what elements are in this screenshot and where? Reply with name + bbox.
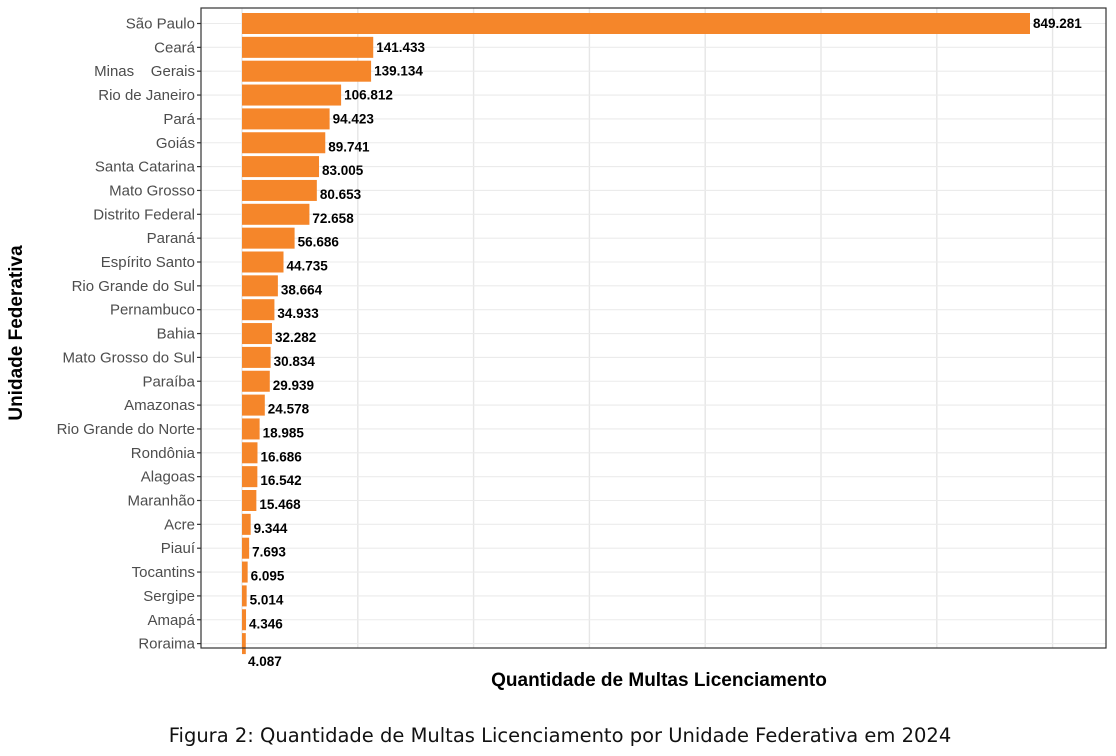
- bar-value-label: 15.468: [259, 497, 301, 512]
- y-tick-label: Piauí: [161, 540, 196, 557]
- y-tick-label: Amazonas: [124, 397, 195, 414]
- figure-caption: Figura 2: Quantidade de Multas Licenciam…: [169, 724, 952, 747]
- y-tick-label: Acre: [164, 516, 195, 533]
- bar: [242, 36, 374, 58]
- bar-value-label: 16.686: [260, 449, 302, 464]
- plot-panel-border: [200, 7, 1107, 649]
- bar: [242, 108, 330, 130]
- bar-value-label: 38.664: [281, 282, 323, 297]
- bar-value-label: 4.087: [248, 654, 282, 669]
- y-tick-label: Rondônia: [131, 445, 196, 462]
- bar-value-label: 56.686: [298, 235, 340, 250]
- y-tick-label: Rio de Janeiro: [98, 87, 195, 104]
- y-tick-label: Bahia: [157, 326, 196, 343]
- bar-value-labels: 849.281 141.433 139.134 106.812 94.423 89.741…: [248, 16, 1082, 669]
- y-tick-label: Sergipe: [143, 588, 195, 605]
- bar-value-label: 139.134: [374, 64, 423, 79]
- bar: [242, 394, 265, 416]
- y-tick-label: Paraná: [147, 230, 196, 247]
- bar: [242, 442, 258, 464]
- bar-value-label: 4.346: [249, 616, 283, 631]
- bar-value-label: 44.735: [287, 259, 329, 274]
- y-tick-label: Alagoas: [141, 469, 195, 486]
- bar: [242, 203, 310, 225]
- bar: [242, 275, 278, 297]
- bar-value-label: 80.653: [320, 187, 362, 202]
- bar-value-label: 32.282: [275, 330, 316, 345]
- y-tick-label: Santa Catarina: [95, 159, 196, 176]
- y-tick-label: Mato Grosso do Sul: [62, 349, 195, 366]
- bar-value-label: 141.433: [376, 40, 425, 55]
- bar: [242, 60, 372, 82]
- bar: [242, 227, 295, 249]
- bar-value-label: 9.344: [254, 521, 288, 536]
- bar: [242, 299, 275, 321]
- y-tick-label: Tocantins: [132, 564, 195, 581]
- bar-value-label: 16.542: [260, 473, 301, 488]
- bar: [242, 537, 250, 559]
- bar: [242, 513, 251, 535]
- bar: [242, 609, 247, 631]
- bar: [242, 251, 284, 273]
- y-tick-label: Ceará: [154, 39, 196, 56]
- bar: [242, 490, 257, 511]
- bar: [242, 132, 326, 154]
- bar-value-label: 94.423: [333, 111, 375, 126]
- grid-lines: [201, 8, 1106, 648]
- bar-value-label: 5.014: [250, 592, 284, 607]
- y-axis-title: Unidade Federativa: [6, 245, 27, 421]
- y-tick-label: Rio Grande do Sul: [72, 278, 195, 295]
- bar: [242, 346, 271, 368]
- bar: [242, 84, 342, 106]
- bar-value-label: 7.693: [252, 545, 286, 560]
- y-tick-label: Goiás: [156, 135, 195, 152]
- bar: [242, 633, 246, 655]
- y-tick-label: Pará: [163, 111, 195, 128]
- bar-value-label: 6.095: [251, 569, 285, 584]
- y-tick-label: Amapá: [147, 612, 195, 629]
- bar: [242, 561, 248, 583]
- bar-value-label: 18.985: [263, 425, 305, 440]
- y-tick-label: Distrito Federal: [93, 206, 195, 223]
- bar-value-label: 30.834: [274, 354, 316, 369]
- y-tick-label: Pernambuco: [110, 302, 195, 319]
- y-tick-label: São Paulo: [126, 16, 195, 33]
- bar-value-label: 849.281: [1033, 16, 1082, 31]
- bar: [242, 418, 260, 440]
- bar-value-label: 72.658: [312, 211, 354, 226]
- y-tick-label: Minas Gerais: [94, 63, 195, 80]
- y-tick-label: Rio Grande do Norte: [57, 421, 195, 438]
- bar: [242, 179, 317, 201]
- bars: [242, 13, 1030, 655]
- y-tick-label: Roraima: [138, 636, 195, 653]
- bar-value-label: 83.005: [322, 163, 364, 178]
- bar-value-label: 34.933: [277, 306, 319, 321]
- bar-value-label: 89.741: [328, 139, 370, 154]
- bar: [242, 370, 270, 392]
- bar-value-label: 24.578: [268, 402, 310, 417]
- x-axis-title: Quantidade de Multas Licenciamento: [491, 670, 827, 691]
- bar: [242, 156, 320, 178]
- y-tick-label: Espírito Santo: [101, 254, 195, 271]
- y-axis-ticks: [197, 22, 201, 645]
- y-axis-tick-labels: São Paulo Ceará Minas Gerais Rio de Janeiro…: [57, 16, 196, 653]
- bar-value-label: 29.939: [273, 378, 314, 393]
- y-tick-label: Paraíba: [142, 373, 195, 390]
- bar: [242, 13, 1030, 34]
- y-tick-label: Mato Grosso: [109, 182, 195, 199]
- bar: [242, 466, 258, 488]
- bar: [242, 323, 272, 345]
- bar-value-label: 106.812: [344, 88, 393, 103]
- y-tick-label: Maranhão: [127, 493, 195, 510]
- bar: [242, 585, 247, 607]
